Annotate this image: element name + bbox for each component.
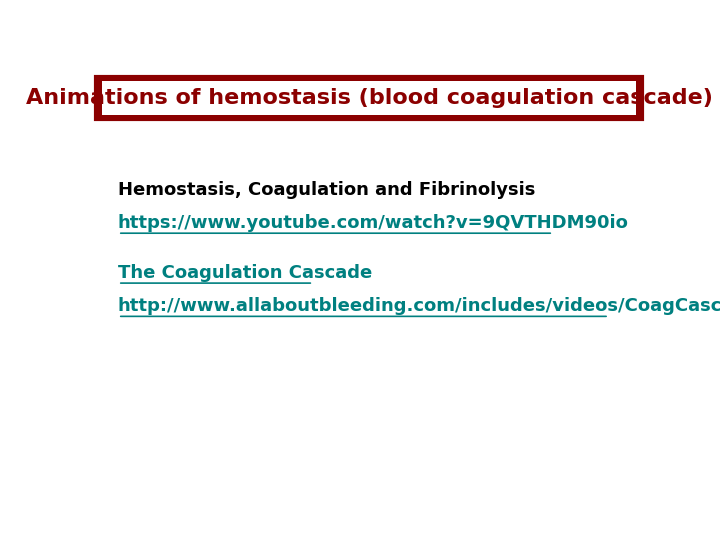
Text: The Coagulation Cascade: The Coagulation Cascade bbox=[118, 264, 372, 282]
Text: https://www.youtube.com/watch?v=9QVTHDM90io: https://www.youtube.com/watch?v=9QVTHDM9… bbox=[118, 214, 629, 232]
Text: Animations of hemostasis (blood coagulation cascade): Animations of hemostasis (blood coagulat… bbox=[26, 88, 712, 108]
Text: Hemostasis, Coagulation and Fibrinolysis: Hemostasis, Coagulation and Fibrinolysis bbox=[118, 180, 535, 199]
Text: http://www.allaboutbleeding.com/includes/videos/CoagCascade.mp4: http://www.allaboutbleeding.com/includes… bbox=[118, 297, 720, 315]
FancyBboxPatch shape bbox=[102, 81, 636, 116]
FancyBboxPatch shape bbox=[96, 77, 642, 119]
